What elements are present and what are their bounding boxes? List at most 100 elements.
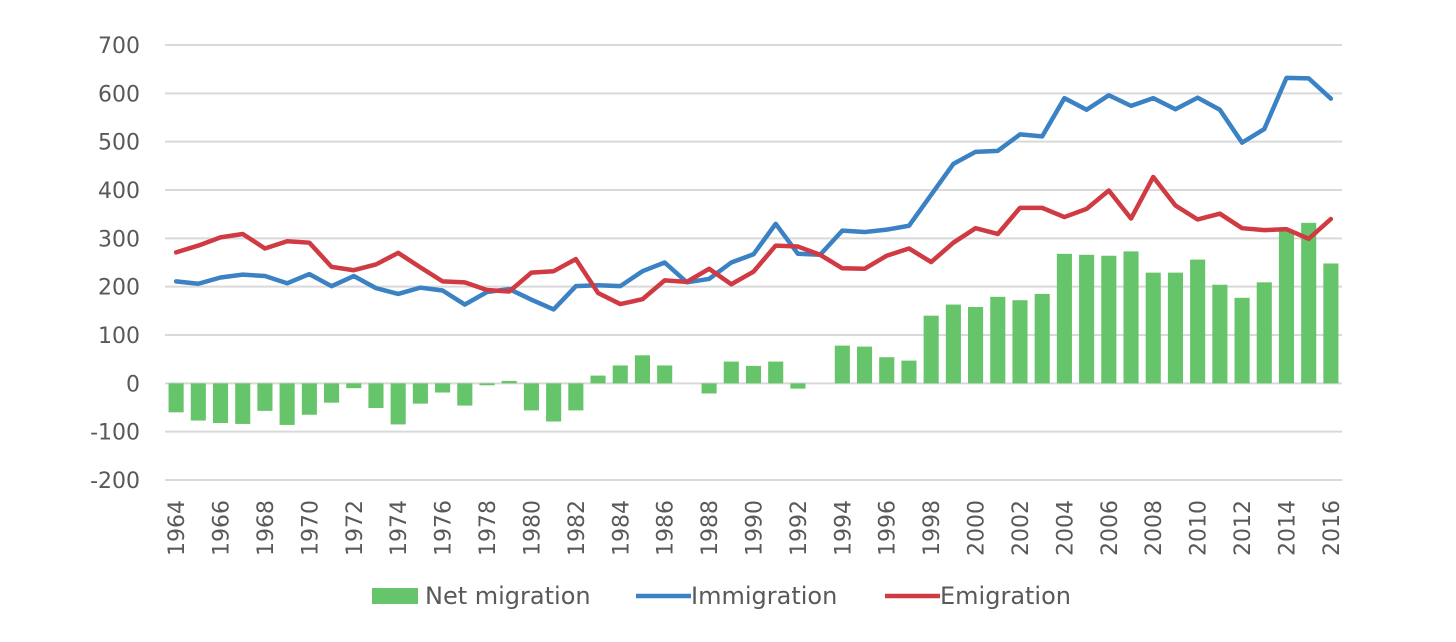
emigration-line — [173, 174, 1334, 307]
x-tick-label: 2000 — [965, 500, 990, 556]
net-migration-bar — [968, 306, 984, 384]
x-tick-label: 1992 — [787, 500, 812, 556]
legend-item-emigration: Emigration — [885, 582, 1071, 610]
net-migration-bar — [390, 383, 406, 425]
x-tick-label: 2010 — [1187, 500, 1212, 556]
x-tick-label: 1986 — [654, 500, 679, 556]
net-migration-bar — [457, 383, 473, 406]
legend-label: Net migration — [425, 582, 591, 610]
legend: Net migration Immigration Emigration — [372, 582, 1071, 610]
x-tick-label: 1974 — [387, 500, 412, 556]
y-tick-label: 0 — [126, 372, 140, 397]
y-tick-label: 400 — [98, 179, 140, 204]
net-migration-bar — [301, 383, 317, 415]
x-tick-label: 1968 — [254, 500, 279, 556]
net-migration-bar — [1079, 254, 1095, 384]
net-migration-bar — [701, 383, 717, 394]
net-migration-bar — [879, 357, 895, 384]
net-migration-bar — [945, 304, 961, 384]
x-tick-label: 2004 — [1053, 500, 1078, 556]
net-migration-bar — [1056, 253, 1072, 384]
net-migration-bar — [745, 365, 762, 384]
net-migration-bar — [1101, 255, 1117, 384]
net-migration-bar — [1256, 282, 1272, 384]
y-tick-label: 100 — [98, 324, 140, 349]
x-tick-label: 1964 — [165, 500, 190, 556]
net-migration-bar — [1145, 272, 1161, 384]
net-migration-bar — [546, 383, 562, 422]
net-migration-bar — [235, 383, 251, 424]
x-tick-label: 2008 — [1142, 500, 1167, 556]
net-migration-bar — [590, 375, 606, 384]
y-tick-label: 300 — [98, 227, 140, 252]
net-migration-bar — [435, 383, 451, 393]
net-migration-bar — [412, 383, 428, 404]
net-migration-bar — [1034, 293, 1050, 384]
x-axis-ticks: 1964 1966 1968 1970 1972 1974 1976 1978 1980 1982… — [165, 500, 1345, 556]
x-tick-label: 1990 — [743, 500, 768, 556]
legend-label: Immigration — [691, 582, 837, 610]
y-tick-label: 200 — [98, 276, 140, 301]
x-tick-label: 2014 — [1275, 500, 1300, 556]
net-migration-bar — [1190, 259, 1206, 384]
x-tick-label: 1984 — [609, 500, 634, 556]
x-tick-label: 1982 — [565, 500, 590, 556]
y-axis-ticks: -200 -100 0 100 200 300 400 500 600 700 — [90, 34, 140, 494]
net-migration-bar — [190, 383, 206, 421]
net-migration-bar — [1301, 222, 1317, 384]
net-migration-bar — [657, 365, 673, 384]
net-migration-bar — [768, 361, 784, 384]
x-tick-label: 2002 — [1009, 500, 1034, 556]
net-migration-bar — [257, 383, 273, 411]
net-migration-bar — [1323, 263, 1339, 384]
net-migration-bar — [790, 383, 806, 389]
net-migration-bar — [723, 361, 739, 384]
series-lines — [173, 75, 1334, 312]
x-tick-label: 1998 — [920, 500, 945, 556]
net-migration-bar — [346, 383, 362, 389]
x-tick-label: 2006 — [1098, 500, 1123, 556]
x-tick-label: 1976 — [432, 500, 457, 556]
net-migration-bar — [834, 345, 850, 384]
net-migration-bar — [856, 346, 873, 384]
immigration-line — [173, 75, 1334, 312]
net-migration-bar — [368, 383, 384, 408]
net-migration-bar — [990, 296, 1006, 384]
x-tick-label: 1972 — [343, 500, 368, 556]
net-migration-bar — [612, 365, 628, 384]
x-tick-label: 1966 — [210, 500, 235, 556]
x-tick-label: 2016 — [1320, 500, 1345, 556]
x-tick-label: 1970 — [298, 500, 323, 556]
x-tick-label: 1978 — [476, 500, 501, 556]
x-tick-label: 1988 — [698, 500, 723, 556]
net-migration-bar — [634, 355, 651, 384]
net-migration-bar — [1012, 300, 1028, 384]
y-tick-label: -100 — [90, 421, 140, 446]
net-migration-bar — [568, 383, 584, 411]
x-tick-label: 1996 — [876, 500, 901, 556]
net-migration-bar — [523, 383, 539, 411]
net-migration-bar — [168, 383, 184, 413]
x-tick-label: 1994 — [831, 500, 856, 556]
net-migration-bar — [1123, 251, 1139, 384]
net-migration-bar — [1212, 284, 1228, 384]
net-migration-bar — [279, 383, 295, 425]
net-migration-bars — [168, 222, 1339, 425]
y-tick-label: 700 — [98, 34, 140, 59]
net-migration-bar — [923, 315, 939, 384]
net-migration-bar — [212, 383, 229, 423]
x-tick-label: 2012 — [1231, 500, 1256, 556]
net-migration-bar — [1167, 272, 1183, 384]
x-tick-label: 1980 — [520, 500, 545, 556]
legend-swatch — [372, 588, 418, 604]
legend-label: Emigration — [940, 582, 1071, 610]
gridlines — [165, 44, 1342, 481]
net-migration-bar — [1234, 297, 1250, 384]
net-migration-bar — [479, 383, 495, 386]
net-migration-bar — [501, 380, 517, 384]
y-tick-label: 500 — [98, 131, 140, 156]
legend-item-immigration: Immigration — [636, 582, 837, 610]
net-migration-bar — [324, 383, 340, 403]
net-migration-bar — [901, 360, 917, 384]
